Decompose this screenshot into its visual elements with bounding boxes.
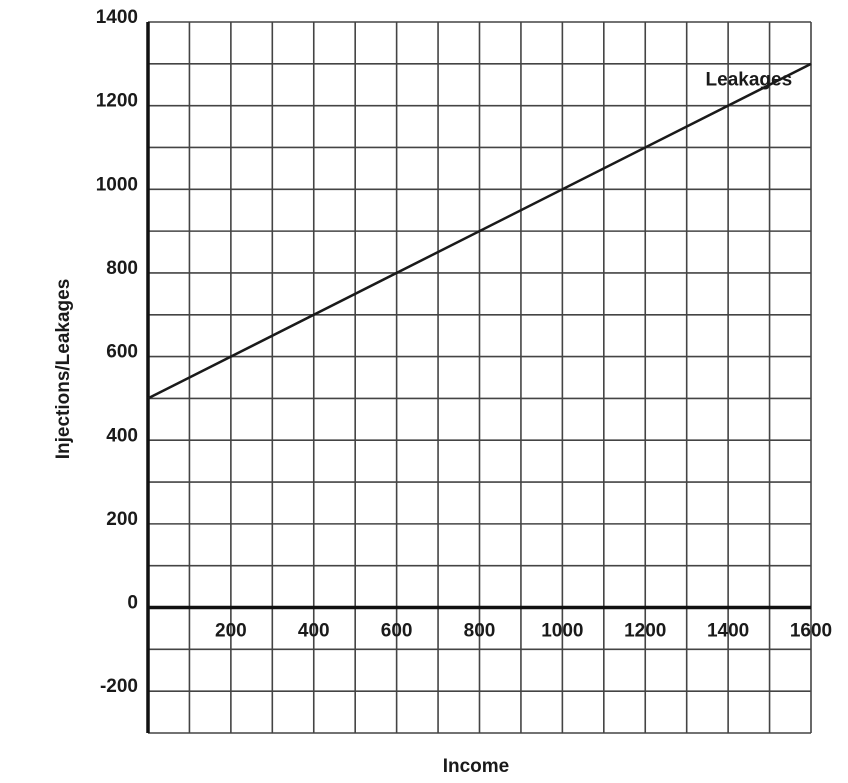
axes <box>146 22 811 733</box>
x-tick-label: 800 <box>464 621 496 642</box>
x-tick-label: 200 <box>215 621 247 642</box>
leakages-line-label: Leakages <box>706 70 793 91</box>
y-tick-labels: -200 0 200 400 600 800 1000 1200 1400 <box>96 7 138 697</box>
x-tick-label: 1000 <box>541 621 583 642</box>
x-tick-label: 400 <box>298 621 330 642</box>
x-tick-labels: 200 400 600 800 1000 1200 1400 1600 <box>215 621 832 642</box>
y-tick-label: 1400 <box>96 7 138 28</box>
x-tick-label: 1200 <box>624 621 666 642</box>
x-tick-label: 600 <box>381 621 413 642</box>
x-axis-title: Income <box>443 756 510 777</box>
x-tick-label: 1400 <box>707 621 749 642</box>
y-tick-label: 1200 <box>96 91 138 112</box>
y-tick-label: 1000 <box>96 174 138 195</box>
series-line-leakages <box>147 62 812 400</box>
x-tick-label: 1600 <box>790 621 832 642</box>
y-axis-title: Injections/Leakages <box>53 279 74 460</box>
grid <box>148 21 812 734</box>
series-group: Leakages <box>147 62 812 400</box>
y-tick-label: 400 <box>106 425 138 446</box>
y-tick-label: 200 <box>106 509 138 530</box>
y-tick-label: 600 <box>106 342 138 363</box>
y-tick-label: 0 <box>127 593 138 614</box>
y-tick-label: -200 <box>100 676 138 697</box>
y-tick-label: 800 <box>106 258 138 279</box>
